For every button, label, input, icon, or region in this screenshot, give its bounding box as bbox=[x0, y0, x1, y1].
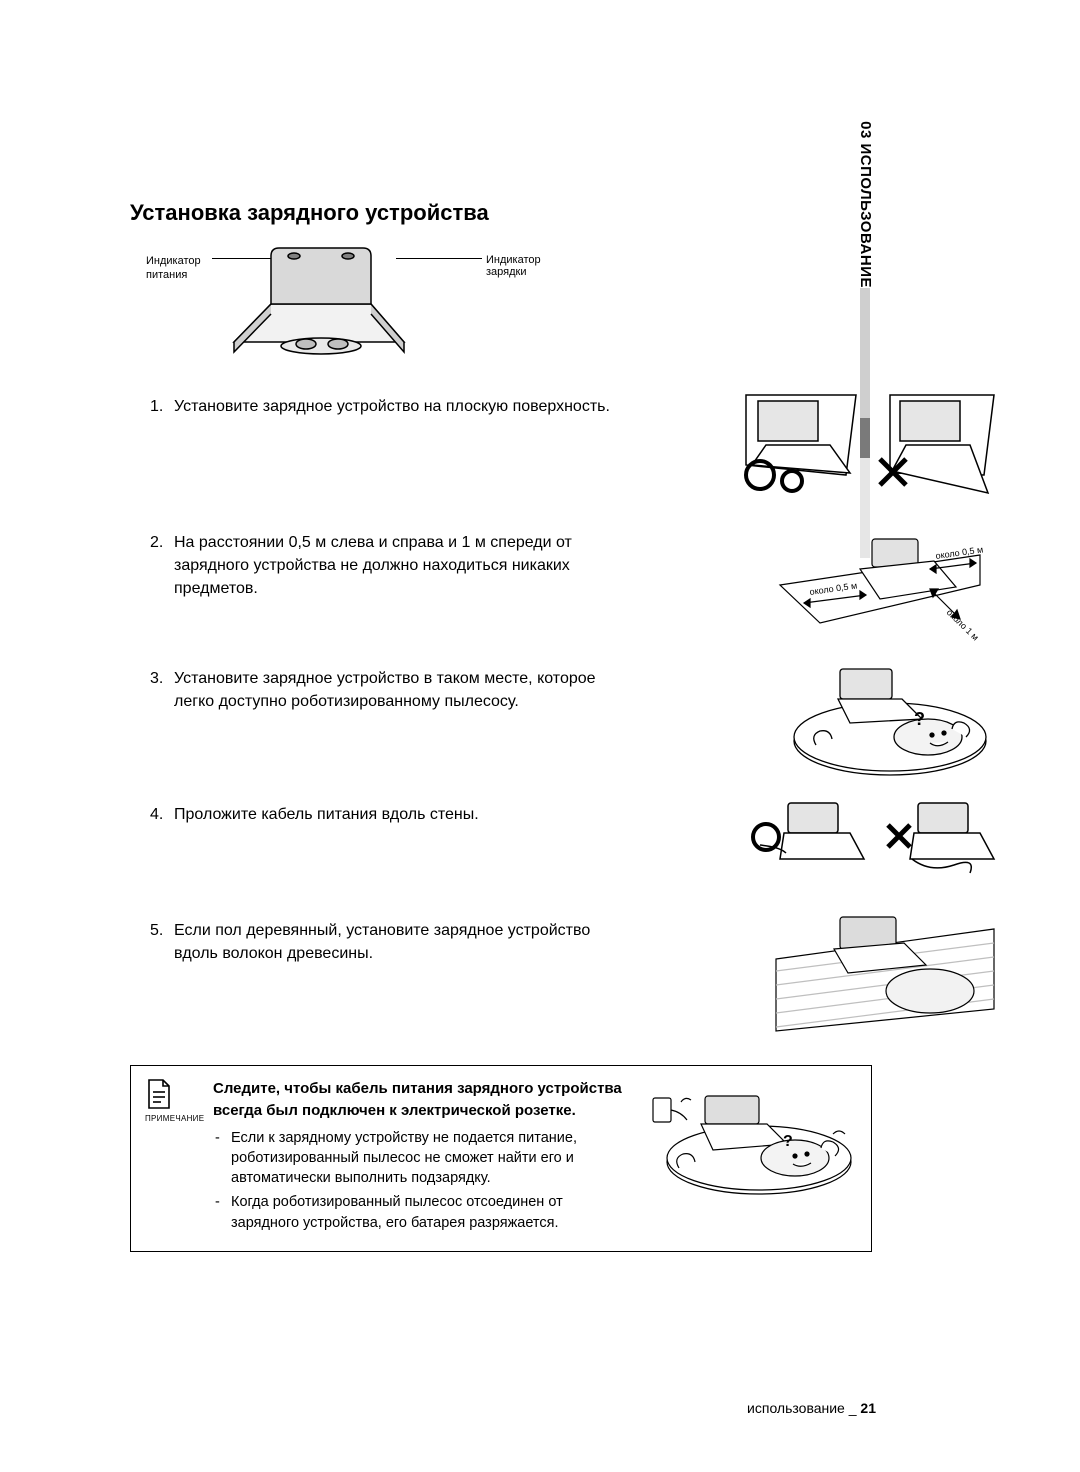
note-item-1: Если к зарядному устройству не подается … bbox=[213, 1128, 627, 1189]
step-1-text: Установите зарядное устройство на плоску… bbox=[174, 398, 610, 415]
side-tab-label: 03 ИСПОЛЬЗОВАНИЕ bbox=[857, 121, 874, 288]
step-4-figure bbox=[750, 797, 1000, 884]
note-box: ПРИМЕЧАНИЕ Следите, чтобы кабель питания… bbox=[130, 1065, 872, 1252]
side-tab-number: 03 bbox=[857, 121, 874, 139]
step-3: Установите зарядное устройство в таком м… bbox=[150, 667, 870, 777]
step-2: На расстоянии 0,5 м слева и справа и 1 м… bbox=[150, 531, 870, 641]
leader-line-right bbox=[396, 258, 482, 259]
footer-sep: _ bbox=[849, 1400, 857, 1416]
steps-list: Установите зарядное устройство на плоску… bbox=[150, 395, 870, 1039]
step-1: Установите зарядное устройство на плоску… bbox=[150, 395, 870, 505]
step-4: Проложите кабель питания вдоль стены. bbox=[150, 803, 870, 893]
charger-dock-icon bbox=[226, 244, 416, 369]
svg-text:?: ? bbox=[914, 709, 925, 729]
note-figure: ? bbox=[647, 1080, 857, 1205]
step-5-figure bbox=[770, 913, 1000, 1040]
svg-text:?: ? bbox=[783, 1133, 793, 1150]
note-item-2: Когда роботизированный пылесос отсоедине… bbox=[213, 1192, 627, 1233]
note-list: Если к зарядному устройству не подается … bbox=[213, 1128, 627, 1233]
step-3-figure: ? bbox=[780, 661, 1000, 788]
note-document-icon bbox=[145, 1078, 195, 1110]
callout-charge-indicator: Индикатор зарядки bbox=[486, 254, 566, 278]
intro-figure: Индикатор питания Индикатор зарядк bbox=[146, 244, 566, 379]
step-5: Если пол деревянный, установите зарядное… bbox=[150, 919, 870, 1039]
step-5-text: Если пол деревянный, установите зарядное… bbox=[174, 922, 590, 962]
manual-page: 03 ИСПОЛЬЗОВАНИЕ Установка зарядного уст… bbox=[0, 0, 1080, 1472]
step-4-text: Проложите кабель питания вдоль стены. bbox=[174, 806, 479, 823]
step-2-text: На расстоянии 0,5 м слева и справа и 1 м… bbox=[174, 534, 572, 597]
footer-page-number: 21 bbox=[860, 1400, 876, 1416]
callout-power-indicator: Индикатор питания bbox=[146, 254, 201, 283]
note-label: ПРИМЕЧАНИЕ bbox=[145, 1114, 195, 1123]
note-icon-column: ПРИМЕЧАНИЕ bbox=[145, 1078, 195, 1123]
callout-power-line2: питания bbox=[146, 269, 187, 281]
footer-word: использование bbox=[747, 1400, 845, 1416]
section-title: Установка зарядного устройства bbox=[130, 200, 970, 226]
dim-front-label: около 1 м bbox=[945, 607, 981, 642]
step-2-figure: около 0,5 м около 0,5 м около 1 м bbox=[760, 525, 1000, 652]
step-3-text: Установите зарядное устройство в таком м… bbox=[174, 670, 596, 710]
page-footer: использование _ 21 bbox=[747, 1400, 876, 1416]
side-tab-text: ИСПОЛЬЗОВАНИЕ bbox=[857, 143, 874, 288]
step-1-figure bbox=[740, 389, 1000, 506]
note-title: Следите, чтобы кабель питания зарядного … bbox=[213, 1078, 627, 1122]
callout-power-line1: Индикатор bbox=[146, 255, 201, 267]
